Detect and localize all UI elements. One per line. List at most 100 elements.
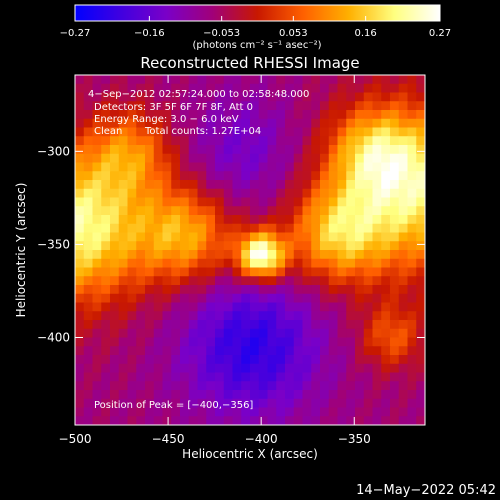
heatmap-cell bbox=[311, 250, 321, 260]
heatmap-cell bbox=[232, 101, 242, 111]
heatmap-cell bbox=[250, 92, 260, 102]
heatmap-cell bbox=[110, 171, 120, 181]
heatmap-cell bbox=[267, 311, 277, 321]
heatmap-cell bbox=[302, 390, 312, 400]
heatmap-cell bbox=[258, 407, 269, 417]
heatmap-cell bbox=[267, 162, 277, 172]
heatmap-cell bbox=[171, 390, 181, 400]
heatmap-cell bbox=[372, 206, 382, 216]
heatmap-cell bbox=[118, 197, 129, 207]
heatmap-cell bbox=[276, 372, 286, 382]
heatmap-cell bbox=[416, 258, 425, 269]
heatmap-cell bbox=[346, 407, 356, 417]
heatmap-cell bbox=[407, 197, 417, 207]
heatmap-cell bbox=[328, 398, 339, 409]
heatmap-cell bbox=[390, 223, 400, 234]
heatmap-cell bbox=[101, 153, 111, 164]
heatmap-cell bbox=[258, 83, 269, 94]
heatmap-cell bbox=[416, 188, 425, 199]
heatmap-cell bbox=[372, 232, 382, 242]
plot-frame bbox=[74, 74, 426, 426]
heatmap-cell bbox=[407, 416, 417, 425]
heatmap-cell bbox=[197, 188, 207, 199]
heatmap-cell bbox=[92, 162, 102, 172]
heatmap-cell bbox=[258, 355, 269, 365]
heatmap-cell bbox=[250, 407, 260, 417]
heatmap-cell bbox=[188, 153, 199, 164]
heatmap-cell bbox=[145, 398, 155, 409]
heatmap-cell bbox=[398, 223, 409, 234]
heatmap-cell bbox=[197, 180, 207, 190]
heatmap-cell bbox=[75, 118, 85, 129]
heatmap-cell bbox=[346, 328, 356, 339]
heatmap-cell bbox=[381, 232, 391, 242]
heatmap-cell bbox=[118, 215, 129, 225]
heatmap-cell bbox=[390, 241, 400, 251]
heatmap-cell bbox=[416, 390, 425, 400]
heatmap-cell bbox=[241, 302, 251, 312]
heatmap-cell bbox=[398, 110, 409, 120]
heatmap-cell bbox=[381, 355, 391, 365]
heatmap-cell bbox=[416, 92, 425, 102]
heatmap-cell bbox=[337, 346, 347, 356]
heatmap-cell bbox=[127, 293, 137, 304]
heatmap-cell bbox=[346, 136, 356, 146]
heatmap-cell bbox=[92, 101, 102, 111]
heatmap-cell bbox=[381, 127, 391, 137]
heatmap-cell bbox=[232, 75, 242, 85]
heatmap-cell bbox=[83, 75, 94, 85]
heatmap-cell bbox=[381, 311, 391, 321]
heatmap-cell bbox=[180, 390, 190, 400]
heatmap-cell bbox=[162, 390, 172, 400]
heatmap-cell bbox=[293, 92, 304, 102]
heatmap-cell bbox=[75, 145, 85, 155]
heatmap-cell bbox=[320, 171, 330, 181]
heatmap-cell bbox=[136, 206, 146, 216]
heatmap-cell bbox=[92, 346, 102, 356]
heatmap-cell bbox=[180, 320, 190, 330]
heatmap-cell bbox=[127, 390, 137, 400]
heatmap-cell bbox=[398, 407, 409, 417]
heatmap-cell bbox=[75, 398, 85, 409]
heatmap-cell bbox=[328, 92, 339, 102]
heatmap-cell bbox=[180, 416, 190, 425]
heatmap-cell bbox=[92, 110, 102, 120]
heatmap-cell bbox=[101, 320, 111, 330]
colorbar-tick-label: 0.16 bbox=[355, 28, 377, 39]
heatmap-cell bbox=[311, 232, 321, 242]
heatmap-cell bbox=[118, 101, 129, 111]
heatmap-cell bbox=[337, 267, 347, 277]
heatmap-cell bbox=[346, 363, 356, 374]
date-stamp: 14−May−2022 05:42 bbox=[356, 483, 496, 498]
heatmap-cell bbox=[232, 355, 242, 365]
heatmap-cell bbox=[337, 258, 347, 269]
heatmap-cell bbox=[136, 232, 146, 242]
heatmap-cell bbox=[372, 407, 382, 417]
heatmap-cell bbox=[372, 145, 382, 155]
heatmap-cell bbox=[241, 258, 251, 269]
heatmap-cell bbox=[110, 320, 120, 330]
colorbar-tick-label: 0.053 bbox=[279, 28, 308, 39]
heatmap-cell bbox=[215, 127, 225, 137]
heatmap-cell bbox=[171, 110, 181, 120]
heatmap-cell bbox=[110, 381, 120, 391]
heatmap-cell bbox=[197, 293, 207, 304]
heatmap-cell bbox=[285, 346, 295, 356]
heatmap-cell bbox=[293, 118, 304, 129]
heatmap-cell bbox=[127, 328, 137, 339]
heatmap-cell bbox=[180, 75, 190, 85]
heatmap-cell bbox=[83, 197, 94, 207]
heatmap-cell bbox=[293, 223, 304, 234]
heatmap-image bbox=[75, 75, 425, 425]
heatmap-cell bbox=[197, 232, 207, 242]
heatmap-cell bbox=[83, 355, 94, 365]
heatmap-cell bbox=[206, 92, 216, 102]
heatmap-cell bbox=[127, 188, 137, 199]
heatmap-cell bbox=[215, 241, 225, 251]
heatmap-cell bbox=[110, 363, 120, 374]
heatmap-cell bbox=[267, 197, 277, 207]
heatmap-cell bbox=[381, 101, 391, 111]
heatmap-cell bbox=[110, 398, 120, 409]
heatmap-cell bbox=[320, 346, 330, 356]
heatmap-cell bbox=[346, 381, 356, 391]
